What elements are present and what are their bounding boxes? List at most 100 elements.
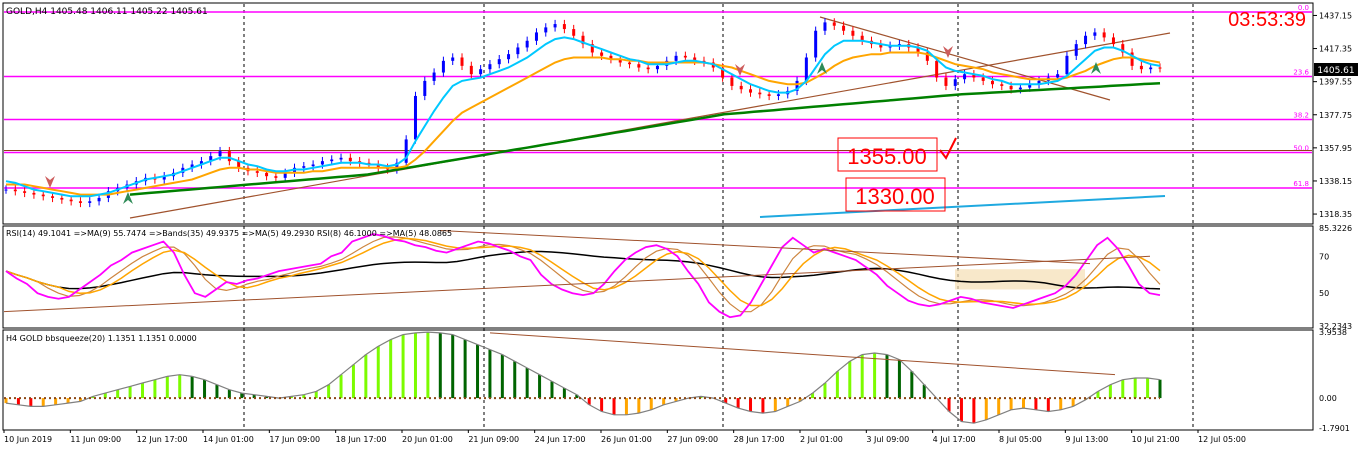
target-1355-text: 1355.00: [847, 144, 927, 169]
time-tick-label: 14 Jun 01:00: [203, 435, 254, 444]
candle-body: [348, 157, 352, 162]
rsi-ma9-line: [5, 237, 1161, 307]
ema-slow-line: [6, 51, 1161, 196]
candle-body: [339, 157, 343, 160]
candle-body: [600, 52, 604, 56]
rsi-line: [5, 233, 1161, 319]
candle-body: [916, 47, 920, 53]
candle-body: [283, 172, 287, 178]
buy-arrow-icon: [817, 62, 827, 74]
price-tick-label: 1338.15: [1319, 177, 1352, 186]
rsi-trend-up: [3, 255, 1151, 313]
candle-body: [953, 79, 957, 86]
time-tick-label: 18 Jun 17:00: [336, 435, 387, 444]
candle-body: [730, 77, 734, 86]
candle-body: [13, 189, 17, 192]
candle-body: [944, 77, 948, 86]
bbsqueeze-histogram: [4, 331, 1162, 424]
rsi-tick-label: 70: [1319, 252, 1329, 261]
candle-body: [1149, 67, 1153, 70]
price-tick-label: 1397.55: [1319, 78, 1352, 87]
candle-body: [981, 77, 985, 81]
main-pane[interactable]: [2, 2, 1314, 225]
time-tick-label: 24 Jun 17:00: [535, 435, 586, 444]
candle-body: [572, 29, 576, 36]
ema-fast-line: [5, 36, 1161, 198]
candle-body: [804, 57, 808, 81]
fib-label-23.6: 23.6: [1293, 69, 1309, 77]
current-price-badge: 1405.61: [1314, 63, 1358, 76]
candle-body: [227, 151, 231, 162]
candle-body: [1111, 37, 1115, 45]
candle-body: [721, 67, 725, 78]
rsi-pane[interactable]: [2, 225, 1314, 329]
candle-body: [516, 47, 520, 55]
candle-body: [255, 171, 259, 173]
time-tick-label: 3 Jul 09:00: [866, 435, 909, 444]
bbs-tick-label: 0.00: [1319, 394, 1337, 403]
candle-body: [1065, 55, 1069, 75]
candle-body: [302, 166, 306, 168]
time-tick-label: 4 Jul 17:00: [933, 435, 976, 444]
candle-body: [1074, 44, 1078, 56]
candle-body: [432, 72, 436, 81]
candle-body: [497, 59, 501, 65]
candle-body: [1093, 32, 1097, 36]
fib-label-50.0: 50.0: [1293, 144, 1309, 152]
price-tick-label: 1357.95: [1319, 144, 1352, 153]
time-tick-label: 27 Jun 09:00: [667, 435, 718, 444]
candle-body: [1028, 84, 1032, 88]
candle-body: [963, 74, 967, 80]
candle-body: [655, 65, 659, 70]
candle-body: [935, 60, 939, 78]
candle-body: [823, 22, 827, 31]
bbsqueeze-pane[interactable]: [2, 329, 1314, 431]
candle-body: [441, 60, 445, 73]
candle-body: [218, 151, 222, 157]
price-tick-label: 1377.75: [1319, 111, 1352, 120]
candle-body: [553, 24, 557, 28]
candle-body: [609, 55, 613, 60]
trend-lines: [129, 16, 1171, 219]
candle-body: [767, 94, 771, 96]
candle-body: [190, 164, 194, 168]
rsi-tick-label: 50: [1319, 289, 1329, 298]
fib-label-0.0: 0.0: [1298, 4, 1309, 12]
candle-body: [88, 201, 92, 203]
candle-body: [860, 35, 864, 41]
candle-body: [525, 40, 529, 48]
candle-body: [637, 64, 641, 68]
candle-body: [507, 54, 511, 60]
sell-arrow-icon: [45, 176, 55, 188]
candle-body: [413, 95, 417, 140]
candle-body: [990, 80, 994, 85]
candle-body: [1018, 87, 1022, 90]
candle-body: [479, 69, 483, 75]
candle-body: [972, 74, 976, 78]
target-label-1330[interactable]: 1330.00: [845, 177, 946, 212]
candle-body: [879, 44, 883, 48]
buy-arrow-icon: [1091, 62, 1101, 74]
time-tick-label: 21 Jun 09:00: [468, 435, 519, 444]
rsi-axis: 85.3226 70 50 32.2343: [1319, 224, 1352, 331]
candle-body: [469, 65, 473, 75]
price-tick-label: 1318.35: [1319, 210, 1352, 219]
rsi-ma5-line: [5, 236, 1161, 313]
candle-body: [1130, 52, 1134, 66]
rsi-header: RSI(14) 49.1041 =>MA(9) 55.7474 =>Bands(…: [6, 229, 452, 238]
candle-body: [404, 139, 408, 163]
candle-body: [628, 62, 632, 65]
candle-body: [646, 67, 650, 70]
clock-text: 03:53:39: [1228, 9, 1306, 31]
time-tick-label: 8 Jul 05:00: [999, 435, 1042, 444]
time-tick-label: 10 Jul 21:00: [1132, 435, 1180, 444]
candle-body: [925, 52, 929, 61]
bbs-header: H4 GOLD bbsqueeze(20) 1.1351 1.1351 0.00…: [6, 334, 197, 343]
candle-body: [460, 57, 464, 66]
candle-body: [842, 25, 846, 31]
candle-body: [1102, 32, 1106, 38]
candle-body: [320, 161, 324, 165]
target-label-1355[interactable]: 1355.00: [837, 137, 938, 172]
sell-arrow-icon: [735, 64, 745, 76]
